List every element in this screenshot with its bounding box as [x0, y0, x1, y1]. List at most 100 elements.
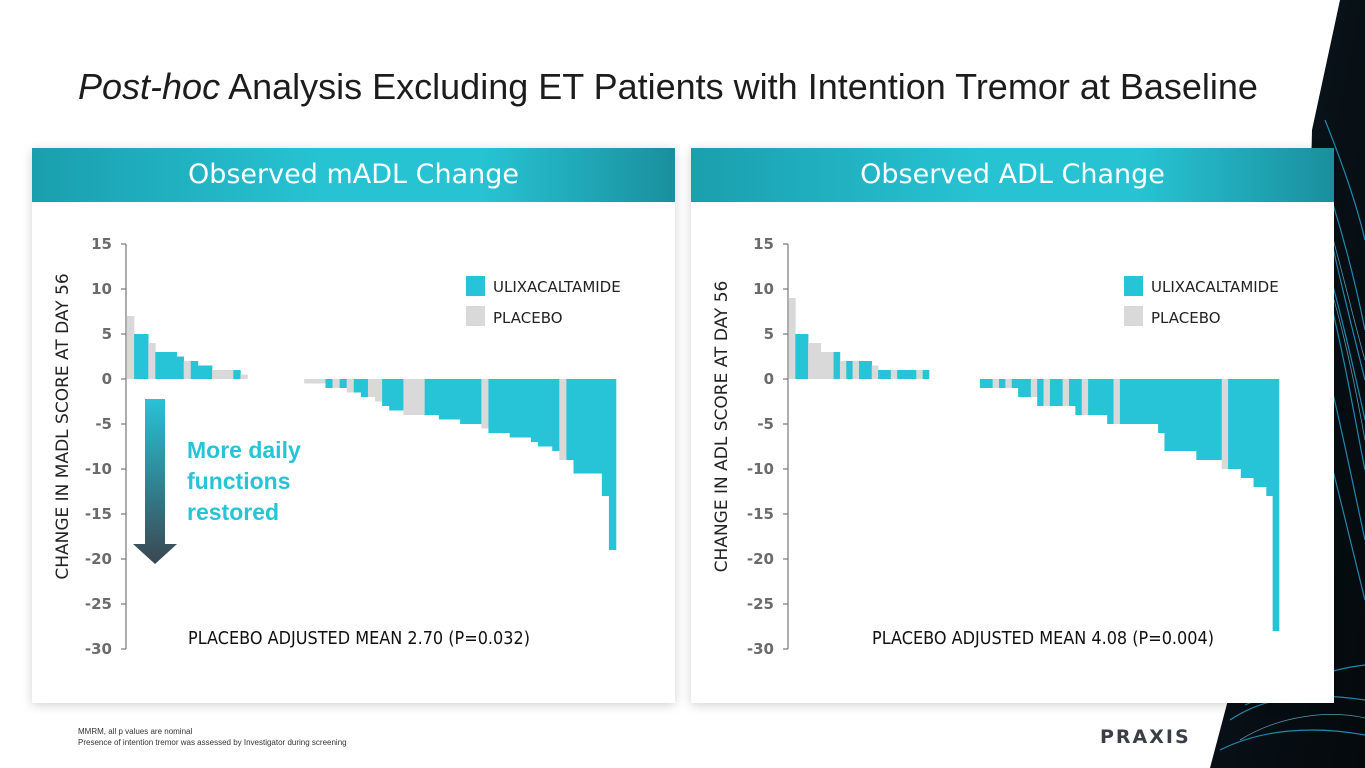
bar-ulixacaltamide — [1164, 379, 1172, 451]
bar-ulixacaltamide — [1119, 379, 1127, 424]
bar-ulixacaltamide — [453, 379, 461, 420]
bar-ulixacaltamide — [431, 379, 440, 415]
bar-ulixacaltamide — [1037, 379, 1044, 406]
bar-ulixacaltamide — [846, 361, 853, 379]
bar-ulixacaltamide — [601, 379, 610, 496]
annotation-line-2: functions — [187, 468, 291, 494]
y-tick-label: 0 — [764, 370, 774, 388]
bar-ulixacaltamide — [1209, 379, 1216, 460]
footnotes: MMRM, all p values are nominal Presence … — [78, 726, 347, 748]
bar-ulixacaltamide — [382, 379, 390, 406]
bar-placebo — [346, 379, 355, 393]
bar-placebo — [240, 374, 248, 379]
bar-ulixacaltamide — [360, 379, 369, 397]
bar-ulixacaltamide — [1049, 379, 1057, 406]
title-italic: Post-hoc — [78, 66, 221, 107]
bar-ulixacaltamide — [878, 370, 885, 379]
bar-ulixacaltamide — [545, 379, 553, 447]
bar-ulixacaltamide — [1075, 379, 1083, 415]
bar-placebo — [814, 343, 822, 379]
y-tick-label: -25 — [85, 595, 112, 613]
y-tick-label: -10 — [85, 460, 112, 478]
bar-ulixacaltamide — [176, 356, 184, 379]
bar-ulixacaltamide — [169, 352, 177, 379]
bar-ulixacaltamide — [1202, 379, 1210, 460]
bar-ulixacaltamide — [1069, 379, 1076, 406]
bar-placebo — [304, 379, 312, 384]
bar-placebo — [916, 370, 923, 379]
footnote-1: MMRM, all p values are nominal — [78, 727, 193, 736]
bar-placebo — [403, 379, 411, 415]
y-tick-label: -30 — [85, 640, 112, 658]
bar-ulixacaltamide — [233, 370, 241, 379]
y-tick-label: 10 — [753, 280, 774, 298]
adl-chart-panel: Observed ADL Change 15 10 5 0 -5 -10 -15 -20 -25… — [691, 148, 1334, 703]
legend-label-ulixacaltamide: ULIXACALTAMIDE — [1151, 278, 1279, 296]
bar-ulixacaltamide — [1228, 379, 1235, 469]
bar-placebo — [808, 343, 815, 379]
bar-ulixacaltamide — [1196, 379, 1203, 460]
bar-placebo — [559, 379, 567, 460]
bar-ulixacaltamide — [1100, 379, 1108, 415]
bar-placebo — [375, 379, 383, 402]
adl-waterfall-chart: 15 10 5 0 -5 -10 -15 -20 -25 -30 CHANGE IN ADL SCO… — [712, 235, 1280, 658]
bar-placebo — [820, 352, 828, 379]
y-tick-label: -25 — [747, 595, 774, 613]
bar-ulixacaltamide — [516, 379, 525, 438]
bar-ulixacaltamide — [1151, 379, 1159, 424]
bar-placebo — [1221, 379, 1229, 469]
bar-placebo — [311, 379, 319, 384]
bar-ulixacaltamide — [1234, 379, 1242, 469]
bar-ulixacaltamide — [467, 379, 475, 424]
bar-placebo — [417, 379, 425, 415]
bar-placebo — [992, 379, 1000, 388]
bar-placebo — [852, 361, 860, 379]
bar-ulixacaltamide — [1170, 379, 1178, 451]
bar-ulixacaltamide — [552, 379, 560, 451]
bar-ulixacaltamide — [865, 361, 873, 379]
legend-swatch-placebo — [466, 306, 485, 326]
bar-ulixacaltamide — [134, 334, 142, 379]
bar-placebo — [481, 379, 489, 429]
legend-label-placebo: PLACEBO — [1151, 309, 1221, 327]
annotation-line-1: More daily — [187, 437, 301, 463]
bar-ulixacaltamide — [1094, 379, 1102, 415]
bar-ulixacaltamide — [1158, 379, 1165, 433]
bar-ulixacaltamide — [897, 370, 904, 379]
bar-placebo — [839, 361, 847, 379]
bar-ulixacaltamide — [325, 379, 333, 388]
bar-ulixacaltamide — [1145, 379, 1153, 424]
bar-ulixacaltamide — [833, 352, 841, 379]
bar-ulixacaltamide — [1183, 379, 1191, 451]
bar-placebo — [871, 365, 879, 379]
bar-ulixacaltamide — [155, 352, 163, 379]
madl-chart-panel: Observed mADL Change 15 10 5 0 -5 -10 -15 -20 -2… — [32, 148, 675, 703]
bar-ulixacaltamide — [986, 379, 993, 388]
bar-placebo — [367, 379, 376, 397]
bar-ulixacaltamide — [141, 334, 149, 379]
bar-placebo — [219, 370, 227, 379]
bar-placebo — [1081, 379, 1089, 415]
madl-chart-title: Observed mADL Change — [32, 148, 675, 202]
down-arrow — [133, 399, 177, 564]
bar-ulixacaltamide — [396, 379, 404, 411]
y-axis-label: CHANGE IN ADL SCORE AT DAY 56 — [712, 281, 732, 573]
bar-ulixacaltamide — [488, 379, 496, 433]
bar-ulixacaltamide — [474, 379, 482, 424]
y-tick-label: -15 — [747, 505, 774, 523]
bar-ulixacaltamide — [859, 361, 866, 379]
bar-ulixacaltamide — [1240, 379, 1248, 478]
bar-placebo — [1062, 379, 1070, 406]
bar-ulixacaltamide — [502, 379, 510, 433]
y-tick-label: -30 — [747, 640, 774, 658]
bar-ulixacaltamide — [424, 379, 433, 415]
bar-ulixacaltamide — [573, 379, 581, 474]
y-tick-label: 5 — [764, 325, 774, 343]
bar-ulixacaltamide — [922, 370, 930, 379]
adl-chart-title: Observed ADL Change — [691, 148, 1334, 202]
bar-ulixacaltamide — [530, 379, 539, 442]
bar-ulixacaltamide — [1088, 379, 1095, 415]
bar-ulixacaltamide — [389, 379, 397, 411]
bar-ulixacaltamide — [1126, 379, 1133, 424]
bar-ulixacaltamide — [1056, 379, 1063, 406]
